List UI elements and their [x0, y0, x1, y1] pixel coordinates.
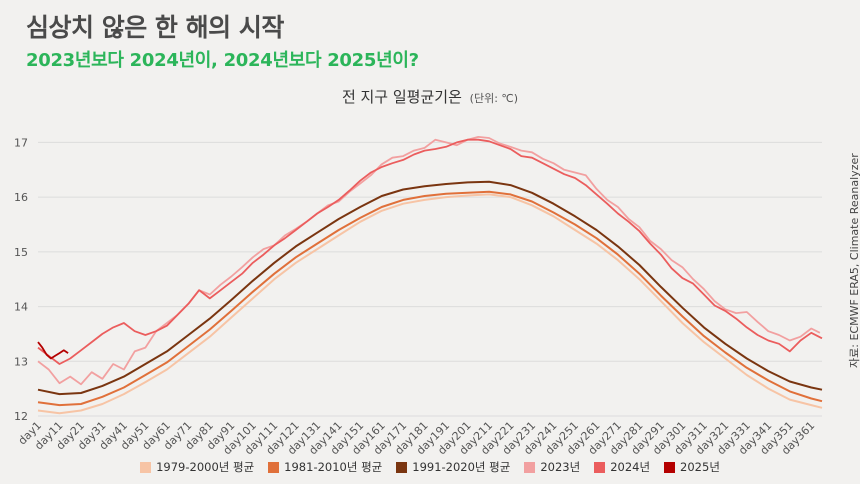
legend-label: 1991-2020년 평균 [412, 460, 511, 474]
y-tick-label: 13 [14, 355, 28, 368]
legend: 1979-2000년 평균 1981-2010년 평균 1991-2020년 평균 2… [0, 459, 860, 475]
legend-item: 2023년 [524, 459, 580, 475]
legend-label: 1979-2000년 평균 [156, 460, 255, 474]
source-note: 자료: ECMWF ERA5, Climate Reanalyzer [848, 153, 860, 368]
chart-unit-label: (단위: ℃) [469, 92, 519, 105]
y-tick-label: 16 [14, 191, 28, 204]
legend-label: 2023년 [540, 460, 581, 474]
chart-title: 전 지구 일평균기온 [341, 88, 462, 106]
legend-swatch [268, 461, 280, 473]
series-line [37, 135, 821, 386]
y-tick-label: 17 [14, 136, 28, 149]
series-line [37, 138, 823, 365]
legend-item: 1981-2010년 평균 [268, 459, 382, 475]
legend-item: 2024년 [594, 459, 650, 475]
series-line [37, 193, 823, 415]
legend-label: 2025년 [680, 460, 720, 474]
legend-swatch [664, 461, 676, 473]
legend-swatch [524, 461, 536, 473]
headline: 심상치 않은 한 해의 시작 [26, 13, 284, 42]
legend-item: 1991-2020년 평균 [396, 459, 510, 475]
legend-label: 2024년 [610, 460, 651, 474]
series-line [37, 190, 823, 407]
y-tick-label: 12 [14, 410, 28, 423]
legend-swatch [140, 461, 152, 473]
series-line [37, 341, 69, 360]
series-line [37, 180, 823, 396]
subheadline: 2023년보다 2024년이, 2024년보다 2025년이? [26, 50, 419, 71]
legend-item: 2025년 [664, 459, 720, 475]
y-tick-label: 14 [14, 301, 28, 314]
chart-title-block: 전 지구 일평균기온 (단위: ℃) [0, 86, 860, 107]
legend-item: 1979-2000년 평균 [140, 459, 254, 475]
legend-swatch [594, 461, 606, 473]
legend-swatch [396, 461, 408, 473]
legend-label: 1981-2010년 평균 [284, 460, 383, 474]
y-tick-label: 15 [14, 246, 28, 259]
